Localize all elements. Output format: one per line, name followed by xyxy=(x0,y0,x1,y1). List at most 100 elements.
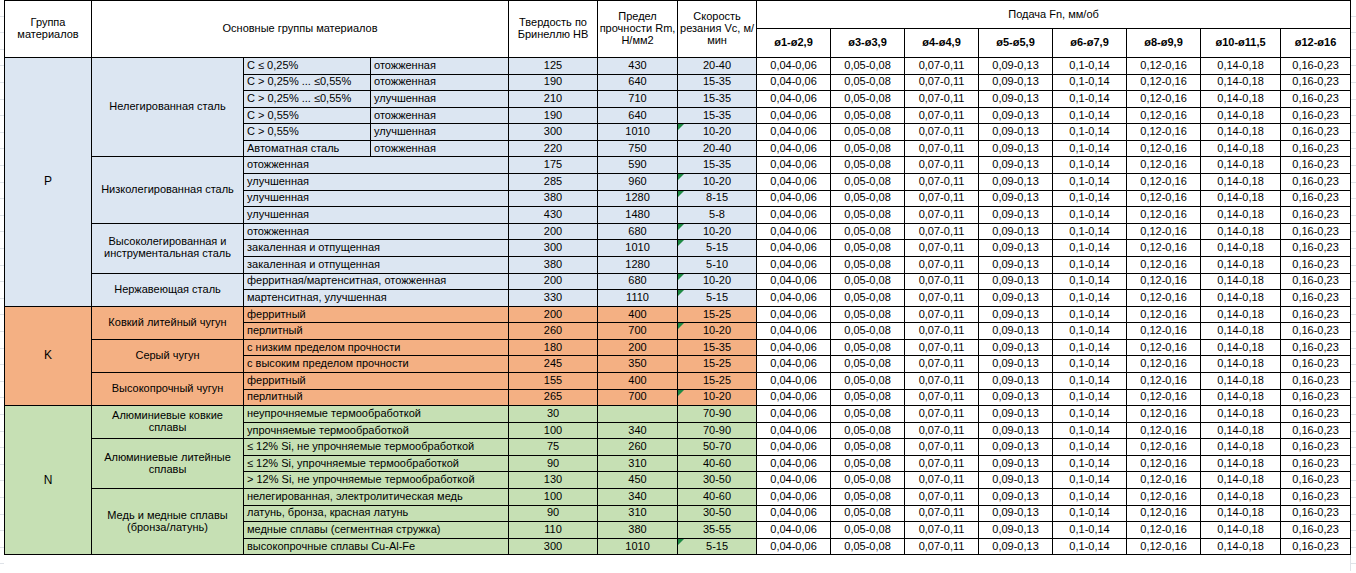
cell-feed-value: 0,1-0,14 xyxy=(1053,91,1127,108)
cell-strength-rm: 1010 xyxy=(598,240,678,257)
cell-feed-value: 0,07-0,11 xyxy=(905,74,979,91)
cell-feed-value: 0,04-0,06 xyxy=(757,107,831,124)
cell-feed-value: 0,04-0,06 xyxy=(757,439,831,456)
cell-feed-value: 0,07-0,11 xyxy=(905,356,979,373)
cell-feed-value: 0,07-0,11 xyxy=(905,439,979,456)
cell-feed-value: 0,05-0,08 xyxy=(831,124,905,141)
cell-characteristic-2: отожженная xyxy=(371,140,509,157)
cell-cutting-speed-vc: 30-50 xyxy=(678,472,757,489)
error-indicator-icon xyxy=(678,390,684,396)
cell-description: ≤ 12% Si, упрочняемые термообработкой xyxy=(244,455,509,472)
error-indicator-icon xyxy=(678,174,684,180)
cell-subgroup-name: Алюминиевые ковкие сплавы xyxy=(92,406,244,439)
cell-feed-value: 0,16-0,23 xyxy=(1281,422,1351,439)
cell-feed-value: 0,09-0,13 xyxy=(979,339,1053,356)
cell-strength-rm: 680 xyxy=(598,273,678,290)
cell-feed-value: 0,12-0,16 xyxy=(1127,91,1201,108)
cell-hardness-hb: 330 xyxy=(509,290,598,307)
header-tensile-strength: Предел прочности Rm, Н/мм2 xyxy=(598,1,678,58)
cell-feed-value: 0,09-0,13 xyxy=(979,140,1053,157)
cell-feed-value: 0,07-0,11 xyxy=(905,406,979,423)
cell-feed-value: 0,09-0,13 xyxy=(979,472,1053,489)
cell-feed-value: 0,05-0,08 xyxy=(831,107,905,124)
cell-feed-value: 0,04-0,06 xyxy=(757,140,831,157)
cell-feed-value: 0,1-0,14 xyxy=(1053,323,1127,340)
cell-feed-value: 0,12-0,16 xyxy=(1127,422,1201,439)
cell-description: закаленная и отпущенная xyxy=(244,240,509,257)
cell-hardness-hb: 200 xyxy=(509,223,598,240)
cell-cutting-speed-vc: 15-25 xyxy=(678,372,757,389)
cell-strength-rm: 590 xyxy=(598,157,678,174)
cell-feed-value: 0,09-0,13 xyxy=(979,74,1053,91)
cell-feed-value: 0,12-0,16 xyxy=(1127,323,1201,340)
cell-description: медные сплавы (сегментная стружка) xyxy=(244,522,509,539)
cell-feed-value: 0,1-0,14 xyxy=(1053,306,1127,323)
cell-strength-rm: 400 xyxy=(598,372,678,389)
cell-cutting-speed-vc: 5-10 xyxy=(678,256,757,273)
table-row: Низколегированная стальотожженная1755901… xyxy=(5,157,1351,174)
cell-feed-value: 0,12-0,16 xyxy=(1127,190,1201,207)
cell-feed-value: 0,16-0,23 xyxy=(1281,455,1351,472)
cell-feed-value: 0,1-0,14 xyxy=(1053,389,1127,406)
cell-feed-value: 0,12-0,16 xyxy=(1127,339,1201,356)
cell-feed-value: 0,07-0,11 xyxy=(905,505,979,522)
cell-feed-value: 0,16-0,23 xyxy=(1281,74,1351,91)
header-feed-d12: ø12-ø16 xyxy=(1281,29,1351,58)
cell-feed-value: 0,14-0,18 xyxy=(1201,522,1281,539)
cell-description: с высоким пределом прочности xyxy=(244,356,509,373)
cell-feed-value: 0,1-0,14 xyxy=(1053,290,1127,307)
cell-feed-value: 0,09-0,13 xyxy=(979,356,1053,373)
cell-feed-value: 0,05-0,08 xyxy=(831,472,905,489)
cell-subgroup-name: Медь и медные сплавы (бронза/латунь) xyxy=(92,489,244,555)
table-row: KКовкий литейный чугунферритный20040015-… xyxy=(5,306,1351,323)
cell-strength-rm: 310 xyxy=(598,455,678,472)
cell-feed-value: 0,05-0,08 xyxy=(831,223,905,240)
cell-feed-value: 0,09-0,13 xyxy=(979,422,1053,439)
cell-cutting-speed-vc: 15-35 xyxy=(678,107,757,124)
cell-strength-rm: 1280 xyxy=(598,190,678,207)
cell-feed-value: 0,1-0,14 xyxy=(1053,406,1127,423)
cell-description: ферритная/мартенситная, отожженная xyxy=(244,273,509,290)
cell-feed-value: 0,05-0,08 xyxy=(831,356,905,373)
cell-feed-value: 0,1-0,14 xyxy=(1053,223,1127,240)
cell-group-code: K xyxy=(5,306,92,405)
cell-feed-value: 0,12-0,16 xyxy=(1127,107,1201,124)
cell-feed-value: 0,1-0,14 xyxy=(1053,190,1127,207)
cell-cutting-speed-vc: 5-15 xyxy=(678,290,757,307)
cell-feed-value: 0,07-0,11 xyxy=(905,455,979,472)
cell-strength-rm: 1010 xyxy=(598,124,678,141)
cell-hardness-hb: 100 xyxy=(509,422,598,439)
cell-strength-rm: 680 xyxy=(598,223,678,240)
cell-feed-value: 0,12-0,16 xyxy=(1127,455,1201,472)
cell-feed-value: 0,04-0,06 xyxy=(757,174,831,191)
cell-strength-rm: 340 xyxy=(598,422,678,439)
cell-feed-value: 0,14-0,18 xyxy=(1201,107,1281,124)
cell-feed-value: 0,07-0,11 xyxy=(905,223,979,240)
cell-feed-value: 0,04-0,06 xyxy=(757,74,831,91)
cell-feed-value: 0,16-0,23 xyxy=(1281,256,1351,273)
cell-feed-value: 0,14-0,18 xyxy=(1201,223,1281,240)
cell-feed-value: 0,09-0,13 xyxy=(979,439,1053,456)
cell-cutting-speed-vc: 70-90 xyxy=(678,406,757,423)
cell-subgroup-name: Ковкий литейный чугун xyxy=(92,306,244,339)
cell-feed-value: 0,07-0,11 xyxy=(905,107,979,124)
cell-feed-value: 0,05-0,08 xyxy=(831,422,905,439)
header-brinell-hardness: Твердость по Бринеллю HB xyxy=(509,1,598,58)
cell-feed-value: 0,12-0,16 xyxy=(1127,256,1201,273)
cell-feed-value: 0,07-0,11 xyxy=(905,207,979,224)
cell-feed-value: 0,05-0,08 xyxy=(831,273,905,290)
cell-feed-value: 0,14-0,18 xyxy=(1201,455,1281,472)
cell-feed-value: 0,04-0,06 xyxy=(757,306,831,323)
cell-feed-value: 0,05-0,08 xyxy=(831,323,905,340)
table-row: Высоколегированная и инструментальная ст… xyxy=(5,223,1351,240)
cell-feed-value: 0,07-0,11 xyxy=(905,339,979,356)
cell-feed-value: 0,07-0,11 xyxy=(905,273,979,290)
cell-feed-value: 0,05-0,08 xyxy=(831,522,905,539)
cell-feed-value: 0,05-0,08 xyxy=(831,455,905,472)
table-row: Серый чугунс низким пределом прочности18… xyxy=(5,339,1351,356)
cell-characteristic-2: улучшенная xyxy=(371,91,509,108)
cell-feed-value: 0,05-0,08 xyxy=(831,306,905,323)
cell-description: улучшенная xyxy=(244,174,509,191)
cell-feed-value: 0,07-0,11 xyxy=(905,472,979,489)
cell-cutting-speed-vc: 70-90 xyxy=(678,422,757,439)
